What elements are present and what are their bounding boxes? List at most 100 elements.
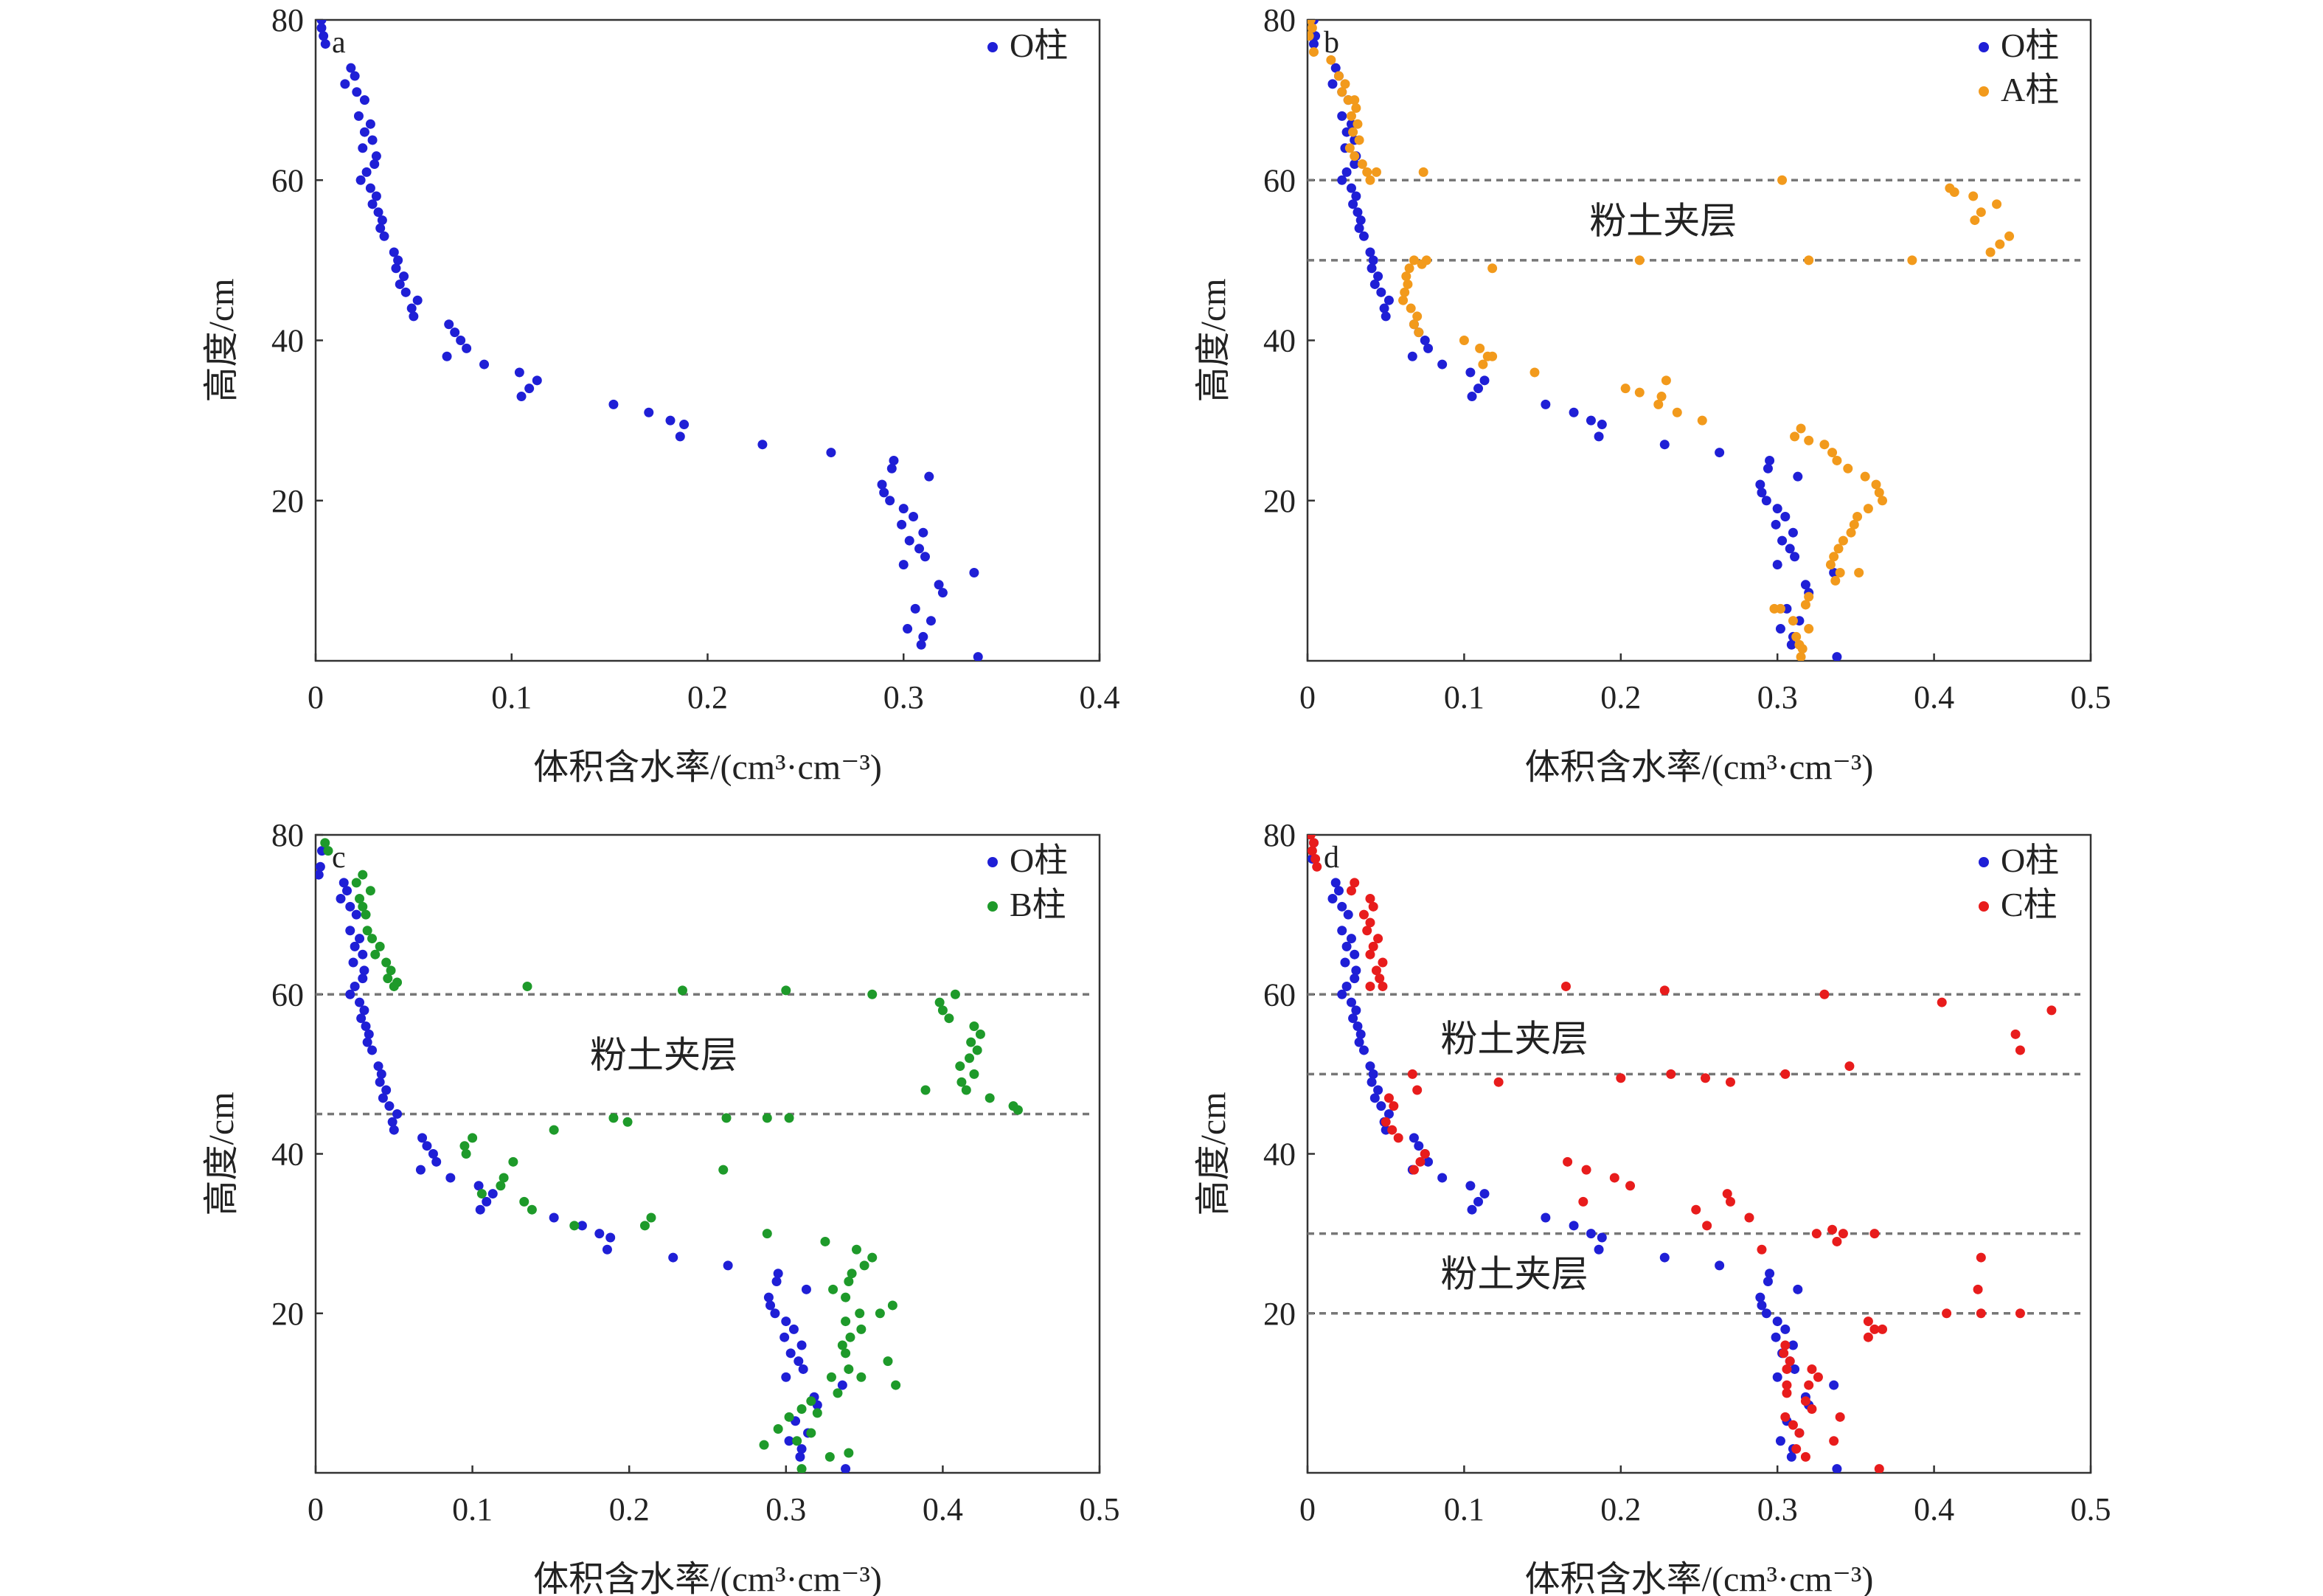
data-point <box>1819 989 1830 999</box>
data-point <box>1330 63 1341 73</box>
data-point <box>841 1292 851 1302</box>
x-tick-label: 0.5 <box>1080 1491 1120 1527</box>
data-point <box>415 1165 426 1175</box>
data-point <box>785 1348 796 1359</box>
data-point <box>918 631 928 642</box>
data-point <box>723 1260 733 1271</box>
data-point <box>524 384 535 394</box>
y-tick-label: 60 <box>1263 162 1296 198</box>
data-point <box>622 1117 633 1127</box>
data-point <box>1348 1013 1358 1024</box>
data-point <box>1976 207 1986 218</box>
data-point <box>877 479 887 490</box>
data-point <box>350 941 360 951</box>
data-point <box>1763 463 1773 473</box>
data-point <box>1725 1196 1735 1207</box>
data-point <box>348 957 358 968</box>
data-point <box>1473 384 1484 394</box>
data-point <box>1800 600 1810 610</box>
data-point <box>406 303 417 313</box>
data-point <box>340 79 350 89</box>
panel-letter: b <box>1324 26 1339 60</box>
data-point <box>759 1440 769 1450</box>
data-point <box>1327 79 1338 89</box>
data-point <box>837 1380 847 1390</box>
data-point <box>897 519 907 530</box>
data-point <box>1788 616 1798 626</box>
data-point <box>1365 981 1375 991</box>
legend-label: O柱 <box>2001 842 2059 879</box>
data-point <box>1863 1332 1873 1342</box>
data-point <box>345 901 355 912</box>
data-point <box>1365 175 1375 185</box>
data-point <box>918 527 928 538</box>
data-point <box>1371 167 1381 177</box>
data-point <box>937 588 948 598</box>
data-point <box>1843 463 1853 473</box>
data-point <box>361 167 372 177</box>
legend-marker <box>1979 857 1989 867</box>
data-point <box>1763 1277 1773 1286</box>
data-point <box>400 287 411 297</box>
data-point <box>487 1189 498 1199</box>
data-point <box>1383 1093 1394 1103</box>
data-point <box>1793 471 1803 482</box>
data-point <box>844 1277 854 1286</box>
data-point <box>342 886 353 896</box>
x-tick-label: 0 <box>1299 1491 1316 1527</box>
data-point <box>2046 1005 2057 1016</box>
data-point <box>844 1364 854 1374</box>
data-point <box>1569 407 1579 417</box>
data-point <box>1825 560 1836 570</box>
data-point <box>668 1252 678 1263</box>
data-point <box>1423 1156 1434 1167</box>
data-point <box>1354 135 1364 145</box>
data-point <box>549 1125 559 1135</box>
x-tick-label: 0 <box>1299 679 1316 715</box>
data-point <box>319 31 329 41</box>
data-point <box>1578 1196 1588 1207</box>
y-axis-label: 高度/cm <box>202 1092 241 1216</box>
data-point <box>358 870 368 880</box>
data-point <box>1672 407 1682 417</box>
x-tick-label: 0.1 <box>1444 679 1485 715</box>
data-point <box>369 159 380 170</box>
data-point <box>462 343 472 353</box>
x-tick-label: 0.3 <box>765 1491 806 1527</box>
data-point <box>358 143 368 153</box>
data-point <box>718 1165 729 1175</box>
data-point <box>1376 1101 1386 1111</box>
data-point <box>1362 926 1372 936</box>
y-tick-label: 20 <box>1263 483 1296 519</box>
data-point <box>345 989 355 999</box>
data-point <box>1346 886 1356 896</box>
data-point <box>2015 1308 2025 1319</box>
data-point <box>1827 448 1838 458</box>
data-point <box>1337 111 1347 121</box>
y-tick-label: 60 <box>271 976 304 1013</box>
data-point <box>1351 103 1361 113</box>
data-point <box>1541 1212 1551 1223</box>
data-point <box>350 71 360 81</box>
data-point <box>1782 1388 1792 1398</box>
data-point <box>1378 981 1388 991</box>
data-point <box>373 1061 383 1072</box>
x-tick-label: 0.2 <box>609 1491 650 1527</box>
data-point <box>468 1133 478 1143</box>
data-point <box>1968 191 1979 201</box>
data-point <box>1869 1229 1880 1239</box>
data-point <box>1863 504 1873 514</box>
data-point <box>1387 1125 1397 1135</box>
data-point <box>450 327 460 338</box>
x-tick-label: 0.2 <box>687 679 728 715</box>
data-point <box>359 95 369 105</box>
data-point <box>365 183 375 193</box>
y-tick-label: 40 <box>271 323 304 359</box>
y-axis-label: 高度/cm <box>1194 279 1233 403</box>
data-point <box>1796 652 1806 661</box>
data-point <box>2010 1029 2021 1039</box>
data-point <box>1804 435 1814 445</box>
data-point <box>1785 1356 1795 1367</box>
panel-d: 0 0.1 0.2 0.3 0.4 0.5 20 40 60 80 体积含水率/(cm³·cm⁻³)… <box>1194 817 2111 1596</box>
data-point <box>1308 838 1319 848</box>
